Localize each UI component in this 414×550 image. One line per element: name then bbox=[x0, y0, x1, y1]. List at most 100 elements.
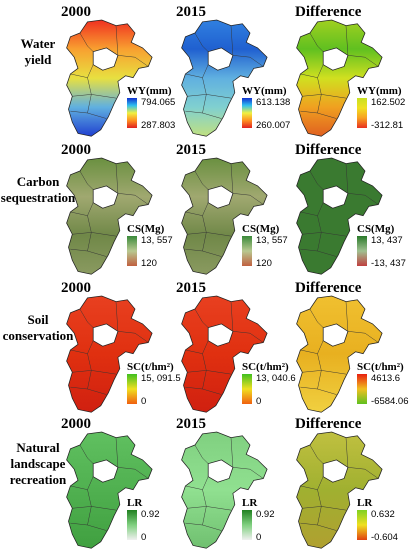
legend-max: 0.632 bbox=[371, 509, 395, 520]
map-region bbox=[296, 431, 383, 549]
map bbox=[181, 157, 268, 275]
row-label: landscape bbox=[11, 456, 66, 471]
legend-max: 13, 557 bbox=[256, 235, 288, 246]
column-header: 2000 bbox=[61, 280, 91, 296]
column-header: Difference bbox=[295, 142, 362, 158]
row-label: sequestration bbox=[1, 190, 76, 205]
map-border bbox=[300, 163, 379, 257]
map bbox=[296, 19, 383, 137]
legend-bar bbox=[357, 236, 367, 266]
legend-min: 287.803 bbox=[141, 120, 175, 131]
legend-bar bbox=[357, 510, 367, 540]
legend-title: LR bbox=[242, 497, 258, 509]
map-region bbox=[181, 157, 268, 275]
row-label: Natural bbox=[16, 440, 60, 455]
legend-max: 613.138 bbox=[256, 97, 290, 108]
column-header: 2015 bbox=[176, 280, 206, 296]
column-header: Difference bbox=[295, 280, 362, 296]
legend-max: 15, 091.5 bbox=[141, 373, 181, 384]
legend-bar bbox=[242, 236, 252, 266]
map-region bbox=[66, 431, 153, 549]
map bbox=[181, 295, 268, 413]
map-border bbox=[70, 163, 149, 257]
map-region bbox=[296, 19, 383, 137]
map-region bbox=[181, 431, 268, 549]
map bbox=[296, 295, 383, 413]
map bbox=[66, 19, 153, 137]
legend-min: 0 bbox=[141, 532, 146, 543]
map-border bbox=[185, 301, 264, 395]
legend-max: 13, 437 bbox=[371, 235, 403, 246]
legend-min: 260.007 bbox=[256, 120, 290, 131]
legend-title: CS(Mg) bbox=[357, 223, 395, 235]
map-border bbox=[185, 163, 264, 257]
map-region bbox=[66, 295, 153, 413]
legend-bar bbox=[242, 510, 252, 540]
legend-bar bbox=[242, 98, 252, 128]
legend-bar bbox=[127, 236, 137, 266]
legend-title: LR bbox=[127, 497, 143, 509]
map-border bbox=[70, 437, 149, 531]
legend-bar bbox=[357, 98, 367, 128]
map-region bbox=[296, 157, 383, 275]
column-header: 2000 bbox=[61, 416, 91, 432]
column-header: 2015 bbox=[176, 416, 206, 432]
legend-title: WY(mm) bbox=[127, 85, 172, 97]
map-region bbox=[66, 157, 153, 275]
row-label: conservation bbox=[3, 328, 75, 343]
legend-max: 13, 040.6 bbox=[256, 373, 296, 384]
legend-bar bbox=[127, 374, 137, 404]
legend-title: SC(t/hm²) bbox=[357, 361, 404, 373]
map bbox=[296, 157, 383, 275]
legend-min: 0 bbox=[256, 532, 261, 543]
column-header: Difference bbox=[295, 4, 362, 20]
legend-min: 0 bbox=[141, 396, 146, 407]
legend-min: 0 bbox=[256, 396, 261, 407]
legend-title: WY(mm) bbox=[357, 85, 402, 97]
map-region bbox=[181, 295, 268, 413]
map-region bbox=[66, 19, 153, 137]
map-border bbox=[300, 25, 379, 119]
legend-min: 120 bbox=[256, 258, 272, 269]
map-region bbox=[181, 19, 268, 137]
legend-title: CS(Mg) bbox=[127, 223, 165, 235]
map-border bbox=[185, 437, 264, 531]
map-border bbox=[300, 301, 379, 395]
map bbox=[181, 431, 268, 549]
map bbox=[296, 431, 383, 549]
legend-max: 162.502 bbox=[371, 97, 405, 108]
row-label: Soil bbox=[28, 312, 49, 327]
map-region bbox=[296, 295, 383, 413]
column-header: 2000 bbox=[61, 4, 91, 20]
legend-max: 4613.6 bbox=[371, 373, 400, 384]
legend-bar bbox=[127, 98, 137, 128]
map bbox=[181, 19, 268, 137]
map bbox=[66, 431, 153, 549]
map bbox=[66, 295, 153, 413]
legend-max: 794.065 bbox=[141, 97, 175, 108]
column-header: 2015 bbox=[176, 4, 206, 20]
column-header: 2000 bbox=[61, 142, 91, 158]
row-label: recreation bbox=[10, 472, 67, 487]
legend-title: LR bbox=[357, 497, 373, 509]
legend-min: -312.81 bbox=[371, 120, 403, 131]
legend-max: 13, 557 bbox=[141, 235, 173, 246]
legend-bar bbox=[357, 374, 367, 404]
map-border bbox=[300, 437, 379, 531]
map-border bbox=[185, 25, 264, 119]
column-header: 2015 bbox=[176, 142, 206, 158]
legend-title: SC(t/hm²) bbox=[242, 361, 289, 373]
legend-bar bbox=[242, 374, 252, 404]
legend-title: WY(mm) bbox=[242, 85, 287, 97]
column-header: Difference bbox=[295, 416, 362, 432]
map bbox=[66, 157, 153, 275]
legend-min: 120 bbox=[141, 258, 157, 269]
legend-title: SC(t/hm²) bbox=[127, 361, 174, 373]
row-label: yield bbox=[25, 52, 52, 67]
legend-bar bbox=[127, 510, 137, 540]
row-label: Water bbox=[21, 36, 56, 51]
legend-max: 0.92 bbox=[141, 509, 160, 520]
map-border bbox=[70, 25, 149, 119]
row-label: Carbon bbox=[17, 174, 60, 189]
